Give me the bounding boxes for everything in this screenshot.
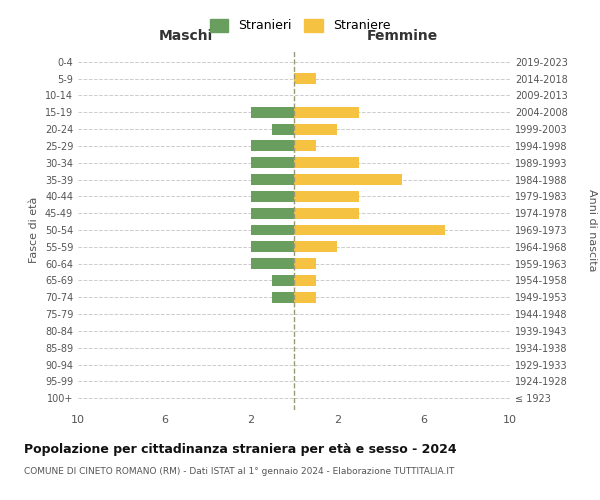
Y-axis label: Fasce di età: Fasce di età bbox=[29, 197, 39, 263]
Bar bbox=[294, 174, 402, 185]
Bar bbox=[294, 208, 359, 218]
Bar bbox=[272, 292, 294, 303]
Bar bbox=[294, 107, 359, 118]
Bar bbox=[294, 275, 316, 286]
Bar bbox=[251, 258, 294, 269]
Bar bbox=[272, 275, 294, 286]
Bar bbox=[251, 174, 294, 185]
Bar bbox=[294, 242, 337, 252]
Bar bbox=[294, 258, 316, 269]
Bar bbox=[251, 208, 294, 218]
Text: COMUNE DI CINETO ROMANO (RM) - Dati ISTAT al 1° gennaio 2024 - Elaborazione TUTT: COMUNE DI CINETO ROMANO (RM) - Dati ISTA… bbox=[24, 468, 454, 476]
Bar bbox=[294, 157, 359, 168]
Bar bbox=[294, 140, 316, 151]
Legend: Stranieri, Straniere: Stranieri, Straniere bbox=[205, 14, 395, 38]
Bar bbox=[294, 191, 359, 202]
Text: Maschi: Maschi bbox=[159, 30, 213, 44]
Bar bbox=[272, 124, 294, 134]
Text: Popolazione per cittadinanza straniera per età e sesso - 2024: Popolazione per cittadinanza straniera p… bbox=[24, 442, 457, 456]
Bar bbox=[294, 224, 445, 235]
Bar bbox=[251, 107, 294, 118]
Bar bbox=[294, 124, 337, 134]
Bar bbox=[251, 224, 294, 235]
Bar bbox=[251, 191, 294, 202]
Y-axis label: Anni di nascita: Anni di nascita bbox=[587, 188, 597, 271]
Bar bbox=[251, 242, 294, 252]
Text: Femmine: Femmine bbox=[367, 30, 437, 44]
Bar bbox=[294, 73, 316, 84]
Bar bbox=[251, 157, 294, 168]
Bar bbox=[251, 140, 294, 151]
Bar bbox=[294, 292, 316, 303]
